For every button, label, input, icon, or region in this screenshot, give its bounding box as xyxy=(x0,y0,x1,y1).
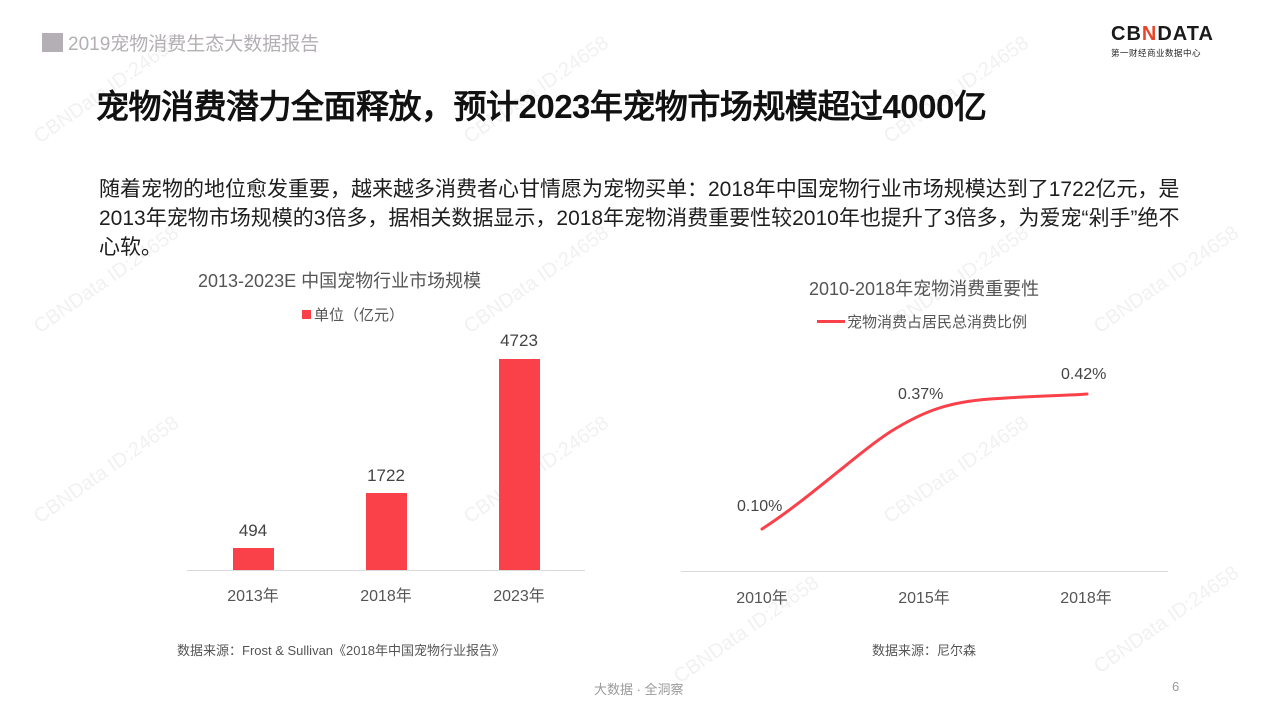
x-tick-label: 2013年 xyxy=(227,588,279,605)
logo-text-right: DATA xyxy=(1157,23,1214,45)
bar-value-label: 494 xyxy=(238,521,268,540)
x-tick-label: 2015年 xyxy=(898,590,950,607)
report-title: 2019宠物消费生态大数据报告 xyxy=(68,34,320,55)
point-value-label: 0.37% xyxy=(898,386,944,403)
x-tick-label: 2010年 xyxy=(736,590,788,607)
x-tick-label: 2018年 xyxy=(1060,590,1112,607)
logo-text-n: N xyxy=(1141,23,1158,45)
bar-chart-legend: 单位（亿元） xyxy=(302,304,404,325)
point-value-label: 0.10% xyxy=(737,498,783,515)
intro-paragraph: 随着宠物的地位愈发重要，越来越多消费者心甘情愿为宠物买单：2018年中国宠物行业… xyxy=(99,178,1180,259)
legend-label: 单位（亿元） xyxy=(314,307,405,324)
bar-value-label: 4723 xyxy=(500,331,538,350)
logo-text-left: CB xyxy=(1111,23,1142,45)
logo-wordmark: CBNDATA xyxy=(1111,23,1214,45)
x-tick-label: 2023年 xyxy=(493,588,545,605)
page-number: 6 xyxy=(1172,679,1180,694)
cbndata-logo: CBNDATA 第一财经商业数据中心 xyxy=(1111,23,1214,59)
point-value-label: 0.42% xyxy=(1061,366,1107,383)
line-chart-legend: 宠物消费占居民总消费比例 xyxy=(817,311,1027,332)
line-chart-x-axis xyxy=(681,571,1168,572)
bar-2013 xyxy=(233,548,274,570)
bar-2023 xyxy=(499,359,540,570)
legend-line-icon xyxy=(817,320,845,323)
line-chart-source: 数据来源：尼尔森 xyxy=(872,643,977,658)
bar-2018 xyxy=(366,493,407,570)
line-chart-title: 2010-2018年宠物消费重要性 xyxy=(809,279,1040,299)
bar-chart-x-axis xyxy=(187,570,585,571)
bar-chart-title: 2013-2023E 中国宠物行业市场规模 xyxy=(198,271,482,291)
logo-subtitle: 第一财经商业数据中心 xyxy=(1111,48,1202,58)
x-tick-label: 2018年 xyxy=(360,588,412,605)
legend-swatch-icon xyxy=(302,310,311,319)
page-title: 宠物消费潜力全面释放，预计2023年宠物市场规模超过4000亿 xyxy=(96,88,987,125)
legend-label: 宠物消费占居民总消费比例 xyxy=(847,314,1028,331)
header-square-icon xyxy=(42,33,63,52)
footer-slogan: 大数据 · 全洞察 xyxy=(594,682,684,697)
bar-value-label: 1722 xyxy=(367,466,405,485)
bar-chart-source: 数据来源：Frost & Sullivan《2018年中国宠物行业报告》 xyxy=(177,643,505,658)
